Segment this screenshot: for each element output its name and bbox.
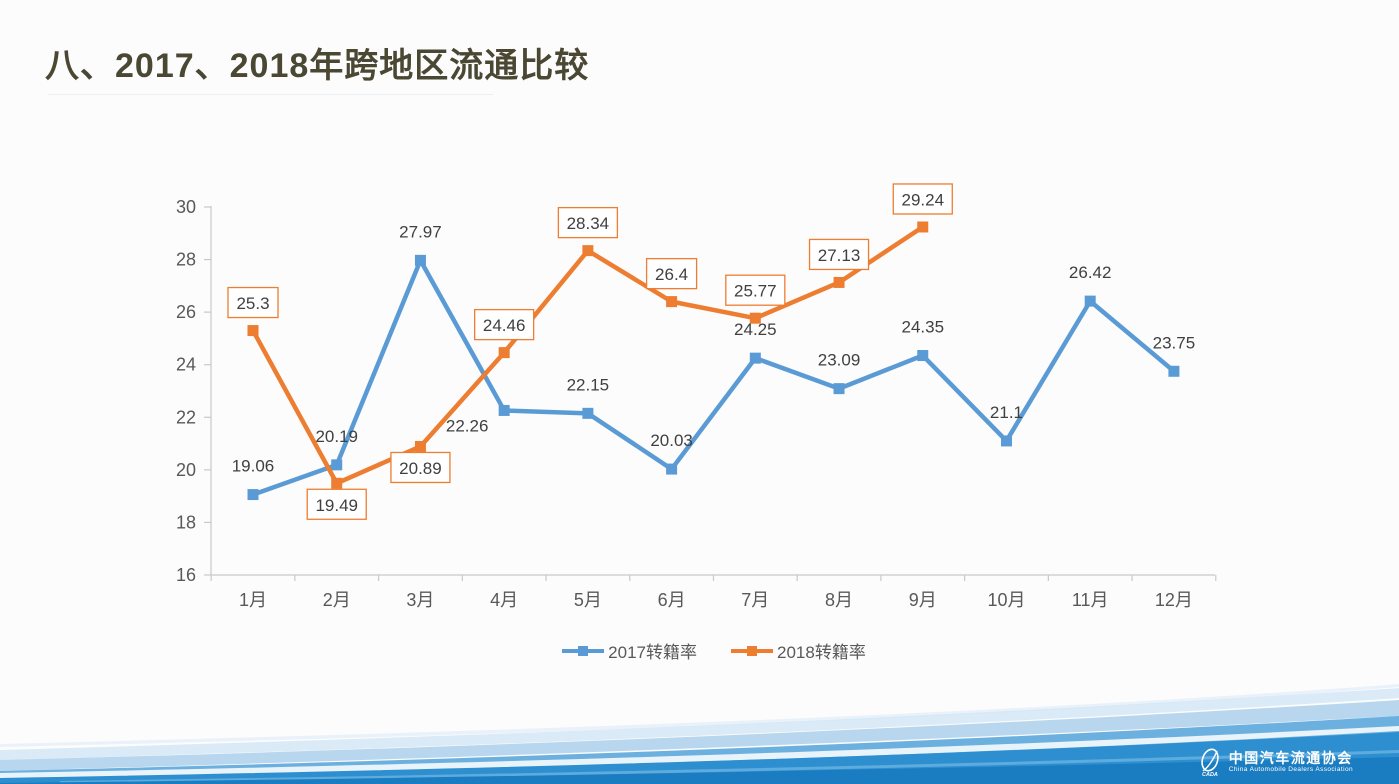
svg-text:10月: 10月	[987, 590, 1025, 610]
svg-text:8月: 8月	[825, 590, 853, 610]
svg-text:27.13: 27.13	[818, 246, 861, 265]
svg-text:12月: 12月	[1155, 590, 1193, 610]
svg-text:16: 16	[176, 565, 196, 585]
svg-text:20.19: 20.19	[315, 427, 358, 446]
svg-text:24: 24	[176, 355, 196, 375]
svg-text:30: 30	[176, 197, 196, 217]
svg-text:23.75: 23.75	[1153, 333, 1196, 352]
svg-text:22.26: 22.26	[446, 416, 489, 435]
chart-legend: 2017转籍率 2018转籍率	[213, 638, 1215, 663]
svg-text:22: 22	[176, 407, 196, 427]
svg-text:2月: 2月	[323, 590, 351, 610]
svg-text:7月: 7月	[741, 590, 769, 610]
svg-text:1月: 1月	[239, 590, 267, 610]
svg-text:28.34: 28.34	[567, 214, 610, 233]
svg-text:4月: 4月	[490, 590, 518, 610]
svg-text:11月: 11月	[1072, 590, 1109, 610]
svg-text:26.4: 26.4	[655, 265, 688, 284]
svg-text:26.42: 26.42	[1069, 263, 1112, 282]
svg-text:24.35: 24.35	[901, 318, 944, 337]
legend-item-2017: 2017转籍率	[562, 638, 697, 663]
cada-logo-emblem-icon: CADA	[1201, 748, 1219, 777]
svg-text:5月: 5月	[574, 590, 602, 610]
svg-text:3月: 3月	[406, 590, 434, 610]
page-title: 八、2017、2018年跨地区流通比较	[45, 47, 590, 85]
svg-text:25.77: 25.77	[734, 282, 777, 301]
org-logo: CADA 中国汽车流通协会 China Automobile Dealers A…	[1197, 747, 1353, 777]
svg-text:23.09: 23.09	[818, 351, 861, 370]
svg-text:24.46: 24.46	[483, 316, 526, 335]
svg-text:24.25: 24.25	[734, 320, 777, 339]
svg-text:22.15: 22.15	[567, 375, 610, 394]
svg-text:9月: 9月	[909, 590, 937, 610]
svg-text:CADA: CADA	[1202, 772, 1218, 777]
svg-text:20: 20	[176, 460, 196, 480]
svg-text:26: 26	[176, 302, 196, 322]
svg-text:20.89: 20.89	[399, 459, 442, 478]
footer-decoration	[0, 684, 1399, 784]
org-logo-text: 中国汽车流通协会 China Automobile Dealers Associ…	[1229, 750, 1353, 774]
svg-text:25.3: 25.3	[236, 294, 269, 313]
svg-text:19.06: 19.06	[232, 457, 275, 476]
svg-text:21.1: 21.1	[990, 403, 1023, 422]
legend-marker-2018-icon	[731, 645, 773, 656]
svg-text:29.24: 29.24	[901, 190, 944, 209]
org-name-en: China Automobile Dealers Association	[1228, 766, 1353, 773]
legend-marker-2017-icon	[562, 645, 605, 656]
legend-label-2017: 2017转籍率	[608, 643, 697, 662]
legend-item-2018: 2018转籍率	[731, 638, 866, 663]
svg-text:19.49: 19.49	[315, 496, 358, 515]
svg-text:20.03: 20.03	[650, 431, 693, 450]
svg-text:27.97: 27.97	[399, 222, 442, 241]
svg-text:6月: 6月	[658, 590, 686, 610]
org-name-cn: 中国汽车流通协会	[1228, 750, 1353, 766]
legend-label-2018: 2018转籍率	[777, 643, 866, 662]
title-underline	[48, 94, 493, 95]
svg-text:18: 18	[176, 512, 196, 532]
svg-text:28: 28	[176, 250, 196, 270]
